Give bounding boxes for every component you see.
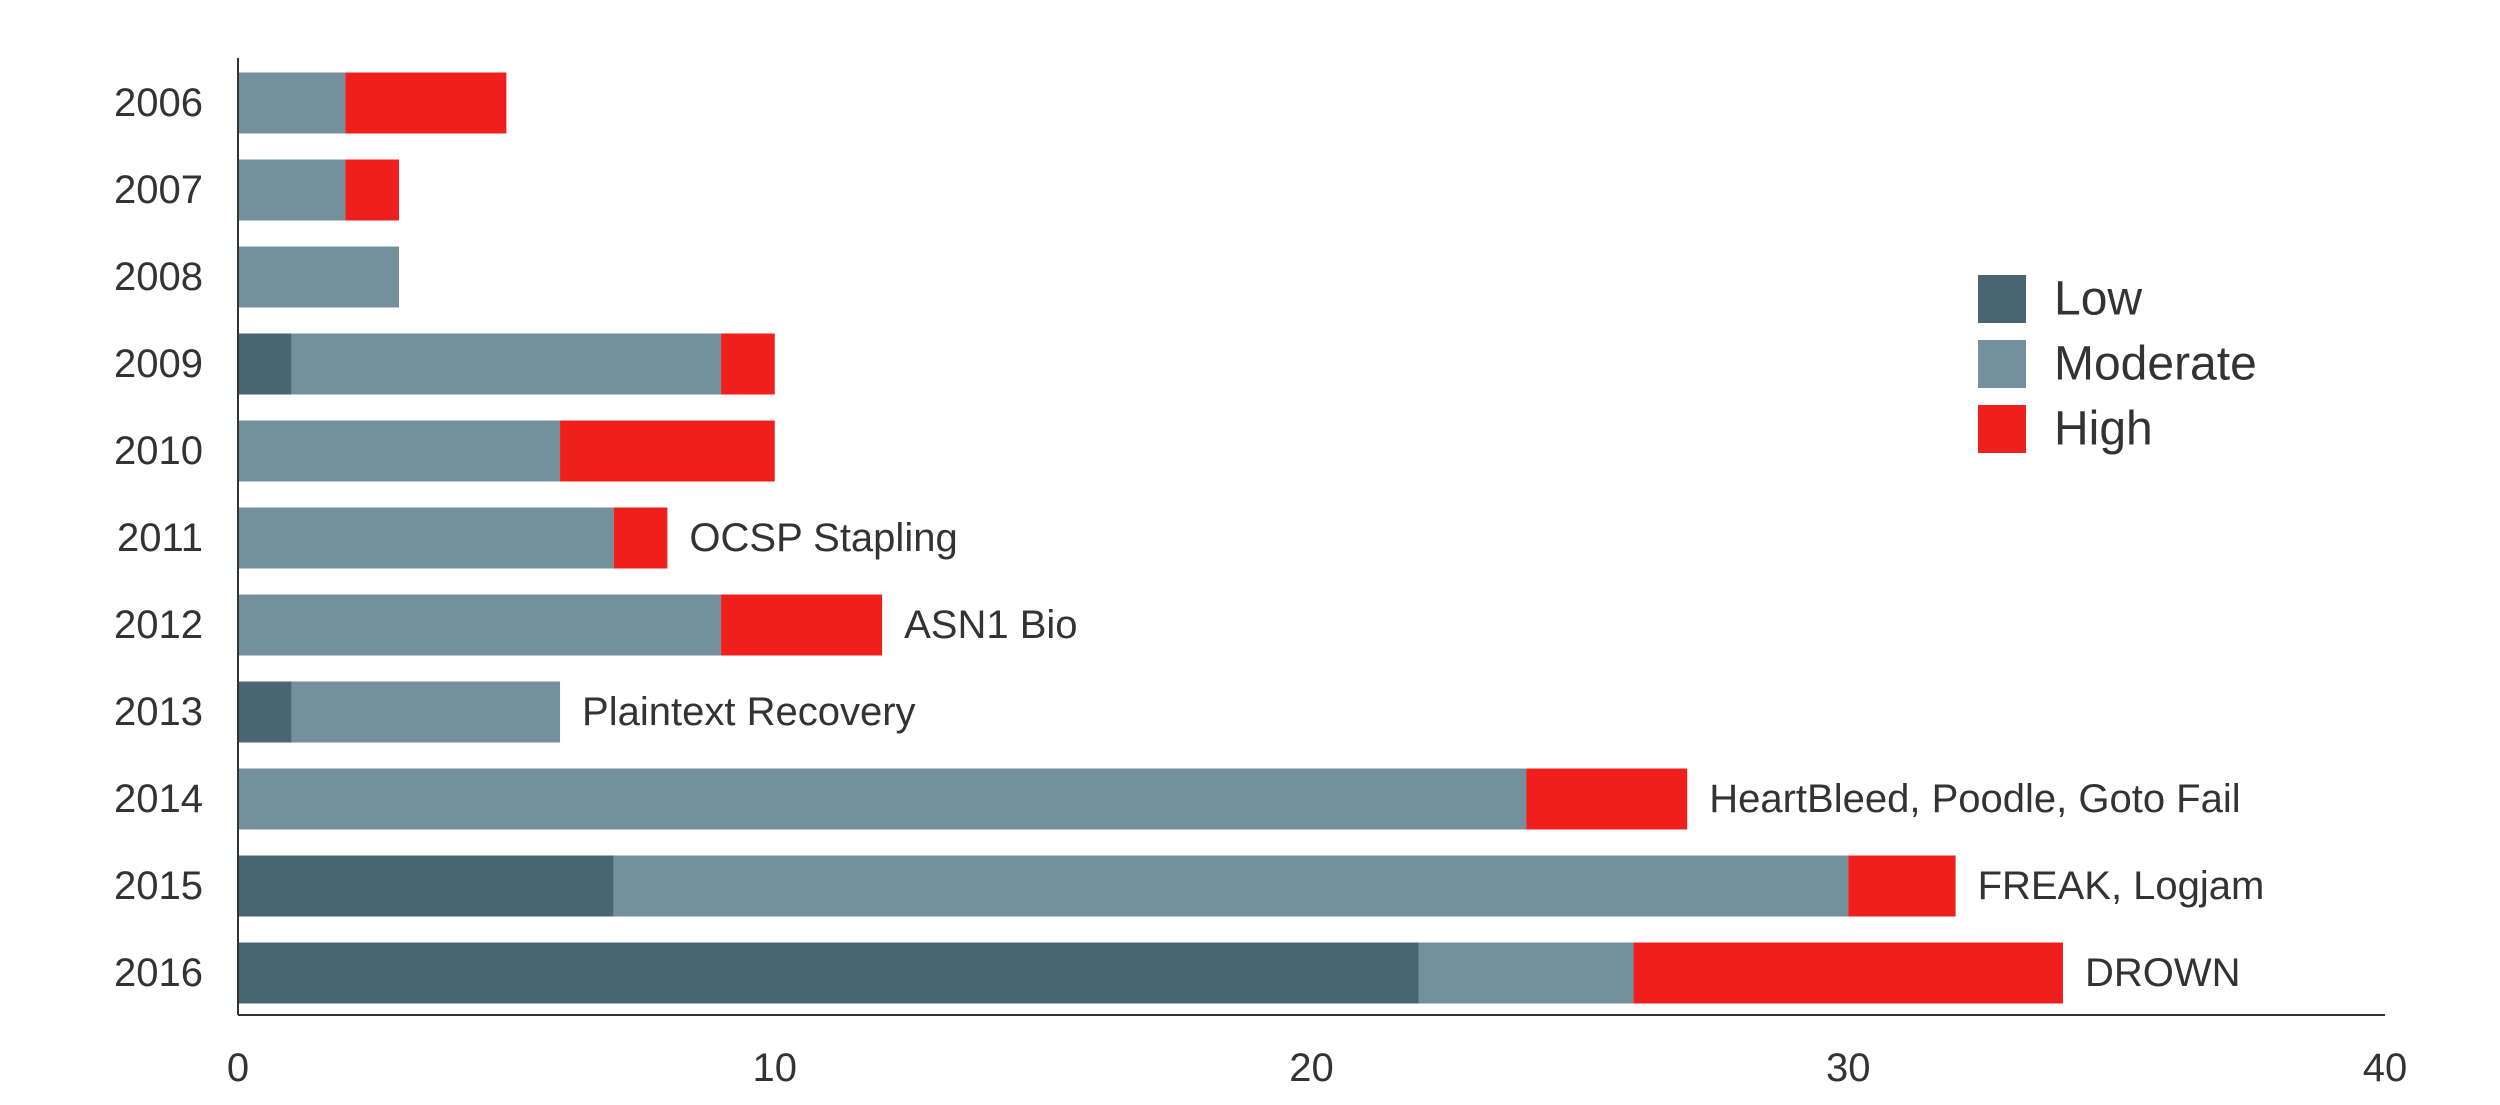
bar-2016-low (238, 942, 1419, 1004)
axes-layer: 2006200720082009201020112012201320142015… (114, 58, 2407, 1090)
x-tick-label-30: 30 (1826, 1046, 1871, 1090)
bar-2006-high (345, 72, 507, 134)
bar-2016-moderate (1418, 942, 1634, 1004)
y-tick-label-2014: 2014 (114, 777, 203, 821)
y-tick-label-2008: 2008 (114, 255, 203, 299)
bar-2011-high (613, 507, 668, 569)
bar-2009-low (238, 333, 292, 395)
legend-label-moderate: Moderate (2054, 338, 2257, 391)
annotations-layer: OCSP Stapling ASN1 Bio Plaintext Recovery H… (582, 516, 2264, 995)
bar-2009-moderate (291, 333, 722, 395)
bar-2009-high (721, 333, 775, 395)
bar-2012-high (721, 594, 883, 656)
x-tick-label-20: 20 (1289, 1046, 1334, 1090)
legend: Low Moderate High (1978, 273, 2257, 456)
y-tick-label-2012: 2012 (114, 603, 203, 647)
annotation-2015: FREAK, Logjam (1978, 864, 2265, 908)
annotation-2016: DROWN (2085, 951, 2241, 995)
x-tick-label-10: 10 (753, 1046, 798, 1090)
annotation-2012: ASN1 Bio (904, 603, 1077, 647)
annotation-2014: HeartBleed, Poodle, Goto Fail (1709, 777, 2240, 821)
legend-swatch-low (1978, 275, 2026, 323)
y-tick-label-2013: 2013 (114, 690, 203, 734)
y-tick-label-2009: 2009 (114, 342, 203, 386)
bar-2006-moderate (238, 72, 346, 134)
bar-2013-moderate (291, 681, 561, 743)
x-tick-label-40: 40 (2363, 1046, 2408, 1090)
x-tick-label-0: 0 (227, 1046, 249, 1090)
bar-2013-low (238, 681, 292, 743)
y-tick-label-2016: 2016 (114, 951, 203, 995)
legend-swatch-high (1978, 405, 2026, 453)
bar-2015-moderate (613, 855, 1849, 917)
bar-2007-moderate (238, 159, 346, 221)
y-tick-label-2015: 2015 (114, 864, 203, 908)
y-tick-label-2010: 2010 (114, 429, 203, 473)
legend-label-low: Low (2054, 273, 2142, 326)
bar-2010-high (560, 420, 775, 482)
annotation-2011: OCSP Stapling (689, 516, 957, 560)
bar-2008-moderate (238, 246, 400, 308)
bar-2015-high (1848, 855, 1956, 917)
bar-2014-moderate (238, 768, 1527, 830)
bar-2012-moderate (238, 594, 722, 656)
y-tick-label-2006: 2006 (114, 81, 203, 125)
bar-2016-high (1633, 942, 2063, 1004)
bar-2014-high (1526, 768, 1688, 830)
bar-2011-moderate (238, 507, 614, 569)
bar-2007-high (345, 159, 400, 221)
y-tick-label-2007: 2007 (114, 168, 203, 212)
legend-swatch-moderate (1978, 340, 2026, 388)
annotation-2013: Plaintext Recovery (582, 690, 915, 734)
bar-2015-low (238, 855, 614, 917)
bar-2010-moderate (238, 420, 561, 482)
legend-label-high: High (2054, 403, 2153, 456)
bars-layer (238, 72, 2063, 1004)
y-tick-label-2011: 2011 (117, 516, 203, 560)
